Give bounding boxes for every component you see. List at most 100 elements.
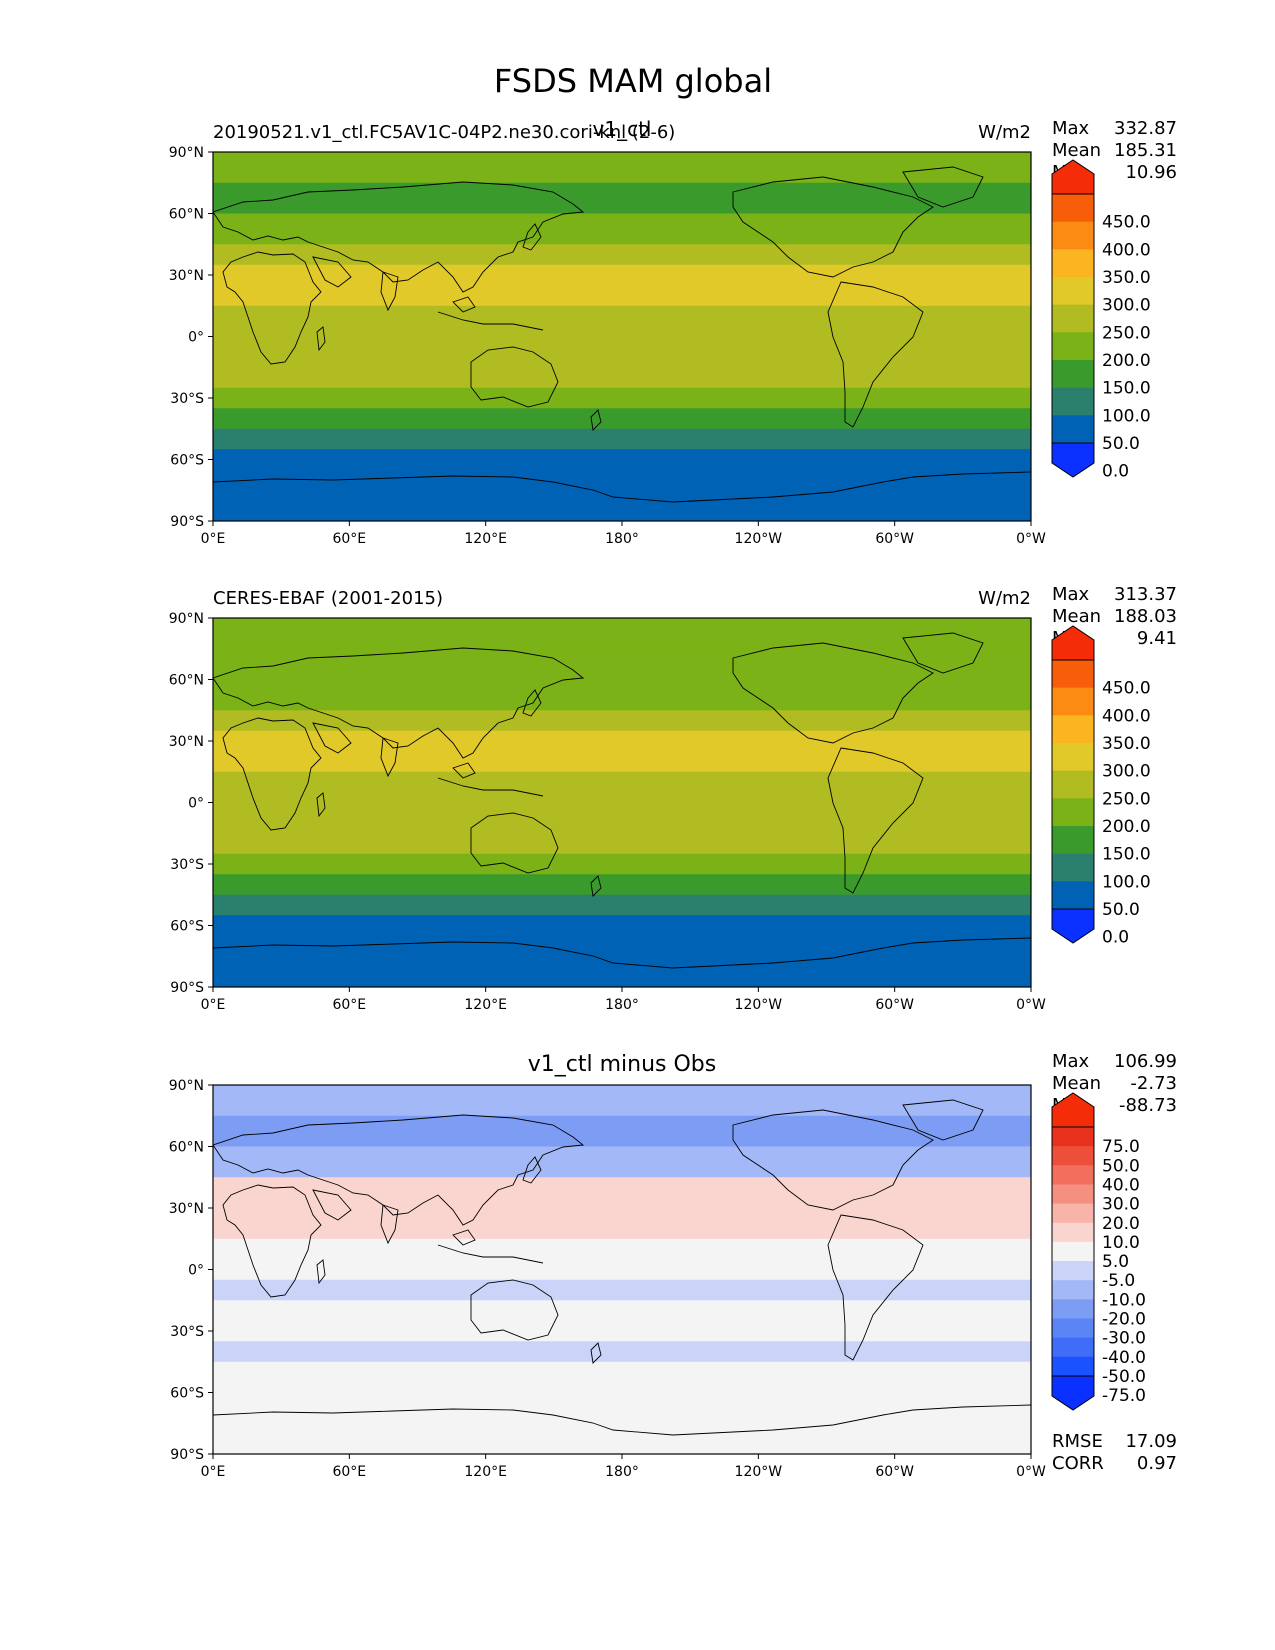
colorbar-tick-label: 30.0: [1102, 1195, 1140, 1215]
colorbar-tick-label: 450.0: [1102, 213, 1151, 233]
x-tick-label: 60°E: [332, 1464, 366, 1480]
colorbar-segment: [1052, 881, 1094, 910]
colorbar-segment: [1052, 1165, 1094, 1185]
x-tick-label: 180°: [605, 1464, 639, 1480]
colorbar-tick-label: -40.0: [1102, 1348, 1146, 1368]
x-tick-label: 180°: [605, 531, 639, 547]
colorbar-tick-label: -50.0: [1102, 1367, 1146, 1387]
stat-max-value: 106.99: [1114, 1051, 1177, 1072]
stat-min-value: 10.96: [1125, 162, 1177, 183]
zonal-band: [213, 387, 1031, 409]
colorbar-tick-label: 50.0: [1102, 1156, 1140, 1176]
colorbar-tick-label: 450.0: [1102, 679, 1151, 699]
zonal-band: [213, 679, 1031, 711]
panel-left-title: CERES-EBAF (2001-2015): [213, 588, 443, 609]
x-tick-label: 0°E: [201, 531, 226, 547]
panel-center-title: v1_ctl minus Obs: [528, 1052, 716, 1077]
colorbar-segment: [1052, 1261, 1094, 1281]
colorbar-tick-label: 20.0: [1102, 1214, 1140, 1234]
colorbar-tick-label: 40.0: [1102, 1175, 1140, 1195]
colorbar-segment: [1052, 304, 1094, 333]
zonal-band: [213, 367, 1031, 389]
panel-center-title: v1_ctl: [593, 117, 652, 141]
corr-label: CORR: [1052, 1453, 1104, 1474]
zonal-band: [213, 894, 1031, 916]
x-tick-label: 60°W: [875, 531, 914, 547]
colorbar-tick-label: 400.0: [1102, 706, 1151, 726]
zonal-band: [213, 1361, 1031, 1383]
colorbar-segment: [1052, 1241, 1094, 1262]
colorbar-tick-label: 200.0: [1102, 351, 1151, 371]
y-tick-label: 30°S: [170, 1324, 204, 1340]
x-tick-label: 120°E: [464, 997, 507, 1013]
y-tick-label: 60°S: [170, 1386, 204, 1402]
y-tick-label: 60°S: [170, 453, 204, 469]
zonal-band: [213, 812, 1031, 834]
colorbar-extend-min: [1051, 908, 1095, 944]
colorbar-outline: [1051, 193, 1095, 444]
stats-box: Max 313.37 Mean 188.03 Min 9.41: [1052, 584, 1177, 649]
colorbar-tick-label: 5.0: [1102, 1252, 1129, 1272]
y-tick-label: 30°N: [169, 734, 204, 750]
x-tick-label: 60°E: [332, 531, 366, 547]
colorbar-tick-label: 10.0: [1102, 1233, 1140, 1253]
colorbar-tick-label: -10.0: [1102, 1290, 1146, 1310]
x-tick-label: 0°E: [201, 997, 226, 1013]
colorbar-tick-label: 350.0: [1102, 734, 1151, 754]
stat-mean-label: Mean: [1052, 140, 1101, 161]
colorbar-tick-label: -30.0: [1102, 1329, 1146, 1349]
figure-title: FSDS MAM global: [494, 62, 772, 100]
colorbar-tick-label: 75.0: [1102, 1137, 1140, 1157]
zonal-band: [213, 1177, 1031, 1199]
stat-max-value: 313.37: [1114, 584, 1177, 605]
stat-max-label: Max: [1052, 118, 1090, 139]
zonal-band: [213, 244, 1031, 266]
colorbar-tick-label: 400.0: [1102, 240, 1151, 260]
stat-mean-value: 188.03: [1114, 606, 1177, 627]
colorbar-segment: [1052, 249, 1094, 278]
metrics-box: RMSE 17.09 CORR 0.97: [1052, 1431, 1177, 1474]
colorbar-segment: [1052, 770, 1094, 799]
colorbar-segment: [1052, 1280, 1094, 1300]
colorbar-tick-label: 50.0: [1102, 434, 1140, 454]
zonal-band: [213, 648, 1031, 681]
stat-mean-value: -2.73: [1130, 1073, 1177, 1094]
colorbar-tick-label: 250.0: [1102, 323, 1151, 343]
colorbar-segment: [1052, 1127, 1094, 1147]
panel-units: W/m2: [978, 588, 1031, 609]
x-ticks: 0°E 60°E 120°E 180° 120°W 60°W 0°W: [201, 987, 1046, 1013]
panel-units: W/m2: [978, 122, 1031, 143]
rmse-value: 17.09: [1125, 1431, 1177, 1452]
colorbar-segment: [1052, 660, 1094, 689]
zonal-band: [213, 833, 1031, 855]
colorbar-segment: [1052, 798, 1094, 827]
zonal-band: [213, 771, 1031, 814]
x-tick-label: 0°W: [1016, 531, 1046, 547]
colorbar-segment: [1052, 1318, 1094, 1339]
zonal-band: [213, 874, 1031, 896]
corr-value: 0.97: [1137, 1453, 1177, 1474]
x-tick-label: 120°W: [735, 1464, 783, 1480]
y-tick-label: 60°S: [170, 919, 204, 935]
colorbar-segment: [1052, 277, 1094, 306]
stat-min-value: 9.41: [1137, 628, 1177, 649]
y-tick-label: 90°S: [170, 514, 204, 530]
colorbar-segment: [1052, 1203, 1094, 1224]
y-ticks: 90°N 60°N 30°N 0° 30°S 60°S 90°S: [169, 611, 213, 996]
colorbar-tick-label: 0.0: [1102, 462, 1129, 482]
zonal-band: [213, 1085, 1031, 1117]
x-ticks: 0°E 60°E 120°E 180° 120°W 60°W 0°W: [201, 1454, 1046, 1480]
zonal-band: [213, 305, 1031, 348]
colorbar-segment: [1052, 853, 1094, 882]
zonal-band: [213, 1320, 1031, 1342]
zonal-band: [213, 346, 1031, 368]
colorbar-tick-label: 300.0: [1102, 762, 1151, 782]
colorbar-tick-label: 0.0: [1102, 928, 1129, 948]
colorbar-segment: [1052, 715, 1094, 744]
zonal-band: [213, 449, 1031, 521]
colorbar-extend-min: [1051, 1375, 1095, 1411]
colorbar-tick-label: 200.0: [1102, 817, 1151, 837]
x-tick-label: 60°E: [332, 997, 366, 1013]
zonal-band: [213, 1115, 1031, 1148]
colorbar-segment: [1052, 332, 1094, 361]
